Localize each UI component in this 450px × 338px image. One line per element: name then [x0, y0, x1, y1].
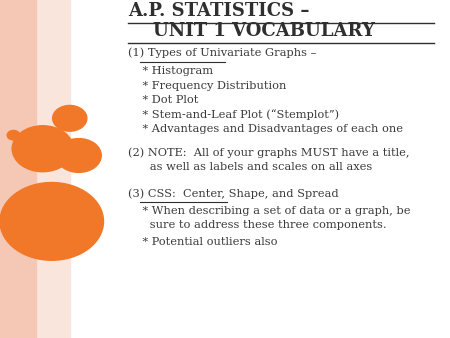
Text: * Dot Plot: * Dot Plot — [128, 95, 198, 105]
Circle shape — [53, 105, 87, 131]
Text: * Histogram: * Histogram — [128, 66, 213, 76]
Text: * Frequency Distribution: * Frequency Distribution — [128, 80, 287, 91]
Text: UNIT 1 VOCABULARY: UNIT 1 VOCABULARY — [128, 22, 375, 40]
Text: * Stem-and-Leaf Plot (“Stemplot”): * Stem-and-Leaf Plot (“Stemplot”) — [128, 109, 339, 120]
Circle shape — [0, 183, 104, 260]
Text: * Potential outliers also: * Potential outliers also — [128, 237, 278, 247]
Text: (2) NOTE:  All of your graphs MUST have a title,: (2) NOTE: All of your graphs MUST have a… — [128, 148, 410, 158]
Circle shape — [12, 126, 73, 172]
Text: (1) Types of Univariate Graphs –: (1) Types of Univariate Graphs – — [128, 48, 317, 58]
Bar — [0, 0, 36, 338]
Text: sure to address these three components.: sure to address these three components. — [128, 220, 387, 230]
Text: A.P. STATISTICS –: A.P. STATISTICS – — [128, 2, 310, 20]
Text: * Advantages and Disadvantages of each one: * Advantages and Disadvantages of each o… — [128, 124, 403, 134]
Text: (3) CSS:  Center, Shape, and Spread: (3) CSS: Center, Shape, and Spread — [128, 188, 339, 199]
Circle shape — [7, 130, 20, 140]
Circle shape — [56, 139, 101, 172]
Bar — [0, 0, 70, 338]
Text: as well as labels and scales on all axes: as well as labels and scales on all axes — [128, 162, 373, 172]
Text: * When describing a set of data or a graph, be: * When describing a set of data or a gra… — [128, 206, 411, 216]
